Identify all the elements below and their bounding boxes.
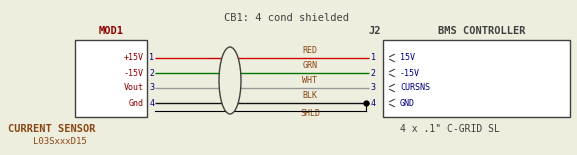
Bar — [75, 40, 147, 117]
Text: 4: 4 — [370, 98, 376, 108]
Text: -15V: -15V — [400, 69, 420, 78]
Text: 15V: 15V — [400, 53, 415, 62]
Text: L03SxxxD15: L03SxxxD15 — [33, 137, 87, 146]
Text: 2: 2 — [370, 69, 376, 78]
Text: SHLD: SHLD — [300, 108, 320, 117]
Text: CB1: 4 cond shielded: CB1: 4 cond shielded — [224, 13, 350, 23]
Ellipse shape — [219, 47, 241, 114]
Text: 4 x .1" C-GRID SL: 4 x .1" C-GRID SL — [400, 124, 500, 134]
Text: 2: 2 — [149, 69, 155, 78]
Text: J2: J2 — [369, 26, 381, 36]
Text: +15V: +15V — [124, 53, 144, 62]
Text: 4: 4 — [149, 98, 155, 108]
Text: -15V: -15V — [124, 69, 144, 78]
Text: 1: 1 — [370, 53, 376, 62]
Text: 3: 3 — [149, 84, 155, 93]
Text: 1: 1 — [149, 53, 155, 62]
Text: MOD1: MOD1 — [99, 26, 123, 36]
Text: RED: RED — [302, 46, 317, 55]
Text: CURSNS: CURSNS — [400, 84, 430, 93]
Text: GND: GND — [400, 98, 415, 108]
Text: GRN: GRN — [302, 61, 317, 70]
Bar — [383, 40, 570, 117]
Text: CURRENT SENSOR: CURRENT SENSOR — [8, 124, 96, 134]
Text: WHT: WHT — [302, 76, 317, 85]
Text: Vout: Vout — [124, 84, 144, 93]
Text: BMS CONTROLLER: BMS CONTROLLER — [438, 26, 525, 36]
Text: 3: 3 — [370, 84, 376, 93]
Text: BLK: BLK — [302, 91, 317, 100]
Text: Gnd: Gnd — [129, 98, 144, 108]
